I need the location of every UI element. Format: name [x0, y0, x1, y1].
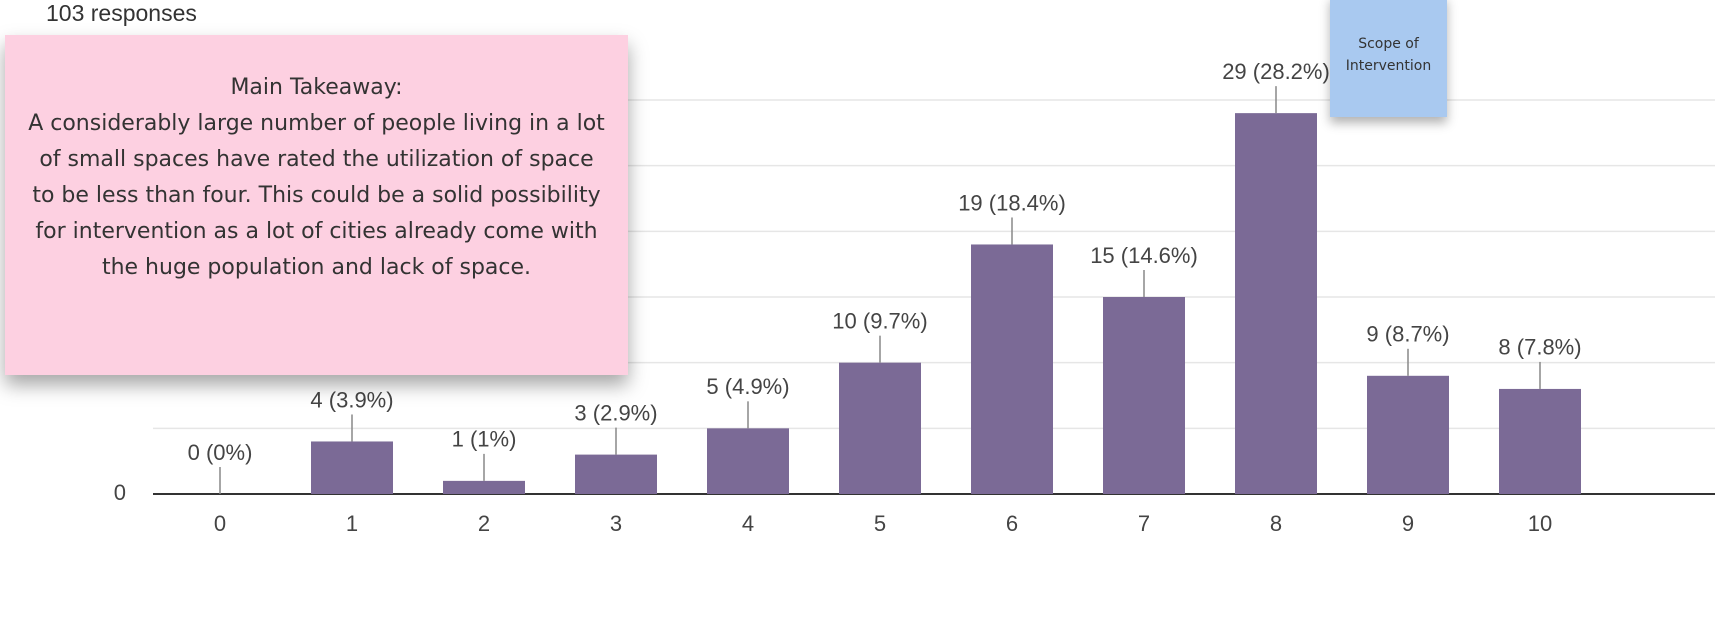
x-tick-label: 8 — [1270, 511, 1282, 536]
bar — [575, 454, 657, 494]
bar — [971, 244, 1053, 494]
bar — [1235, 113, 1317, 494]
bar — [707, 428, 789, 494]
x-tick-label: 6 — [1006, 511, 1018, 536]
value-label: 3 (2.9%) — [574, 400, 657, 425]
x-tick-label: 3 — [610, 511, 622, 536]
value-label: 15 (14.6%) — [1090, 243, 1198, 268]
x-tick-label: 5 — [874, 511, 886, 536]
takeaway-title: Main Takeaway: — [230, 75, 403, 100]
value-label: 8 (7.8%) — [1498, 335, 1581, 360]
response-count: 103 responses — [46, 0, 197, 26]
value-label: 29 (28.2%) — [1222, 59, 1330, 84]
bar — [839, 362, 921, 494]
takeaway-text: A considerably large number of people li… — [28, 111, 605, 280]
x-tick-label: 4 — [742, 511, 754, 536]
value-label: 4 (3.9%) — [310, 387, 393, 412]
bar — [1367, 375, 1449, 494]
takeaway-note: Main Takeaway: A considerably large numb… — [5, 35, 628, 375]
scope-note: Scope of Intervention — [1330, 0, 1447, 117]
value-label: 19 (18.4%) — [958, 190, 1066, 215]
bar — [1499, 388, 1581, 494]
x-tick-label: 1 — [346, 511, 358, 536]
value-label: 5 (4.9%) — [706, 374, 789, 399]
x-tick-label: 0 — [214, 511, 226, 536]
y-tick-label: 0 — [114, 480, 126, 505]
x-tick-label: 10 — [1528, 511, 1552, 536]
x-tick-label: 7 — [1138, 511, 1150, 536]
x-tick-label: 9 — [1402, 511, 1414, 536]
value-label: 1 (1%) — [452, 427, 517, 452]
bar — [1103, 297, 1185, 494]
value-label: 10 (9.7%) — [832, 308, 927, 333]
value-label: 9 (8.7%) — [1366, 322, 1449, 347]
x-tick-label: 2 — [478, 511, 490, 536]
value-label: 0 (0%) — [188, 440, 253, 465]
bar — [443, 480, 525, 494]
bar — [311, 441, 393, 494]
